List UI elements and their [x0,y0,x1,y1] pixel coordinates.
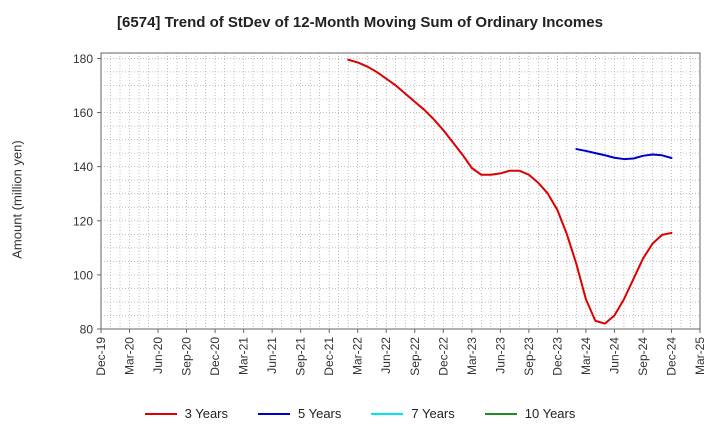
x-tick-label: Jun-22 [379,337,393,374]
x-tick-label: Mar-22 [351,337,365,375]
chart-title: [6574] Trend of StDev of 12-Month Moving… [117,14,603,31]
x-tick-label: Mar-25 [693,337,707,375]
series-line-5-years [575,148,673,161]
y-tick-label: 180 [73,52,93,66]
plot-frame [100,52,701,330]
x-tick-label: Dec-22 [436,337,450,376]
x-tick-label: Dec-24 [664,337,678,376]
legend-item-7-years: 7 Years [371,406,455,421]
y-tick-label: 120 [73,214,93,228]
legend-item-5-years: 5 Years [258,406,341,421]
x-tick-label: Jun-23 [493,337,507,374]
x-tick-label: Jun-21 [265,337,279,374]
legend-swatch-10-years [484,412,517,415]
x-tick-label: Mar-23 [465,337,479,375]
x-tick-label: Dec-21 [322,337,336,376]
x-tick-label: Sep-20 [180,337,194,376]
x-tick-label: Mar-21 [237,337,251,375]
x-tick-label: Mar-20 [123,337,137,375]
x-tick-label: Mar-24 [579,337,593,375]
x-tick-label: Sep-23 [522,337,536,376]
legend-swatch-3-years [144,412,177,415]
legend-label-7-years: 7 Years [411,406,455,421]
x-tick-label: Dec-23 [550,337,564,376]
y-tick-label: 80 [80,323,94,337]
x-tick-label: Sep-21 [294,337,308,376]
legend-label-3-years: 3 Years [184,406,228,421]
legend: 3 Years 5 Years 7 Years 10 Years [0,406,720,421]
plot-area [101,53,700,329]
legend-label-10-years: 10 Years [524,406,576,421]
legend-label-5-years: 5 Years [298,406,342,421]
legend-item-3-years: 3 Years [144,406,228,421]
series-line-3-years [347,58,673,325]
legend-item-10-years: 10 Years [484,406,576,421]
x-tick-label: Sep-22 [408,337,422,376]
y-tick-label: 140 [73,160,93,174]
y-tick-label: 160 [73,106,93,120]
x-tick-label: Dec-20 [208,337,222,376]
x-tick-label: Sep-24 [636,337,650,376]
legend-swatch-5-years [258,412,290,415]
x-tick-label: Dec-19 [94,337,108,376]
y-tick-label: 100 [73,268,93,282]
legend-swatch-7-years [371,412,404,415]
x-tick-label: Jun-24 [607,337,621,374]
x-tick-label: Jun-20 [151,337,165,374]
